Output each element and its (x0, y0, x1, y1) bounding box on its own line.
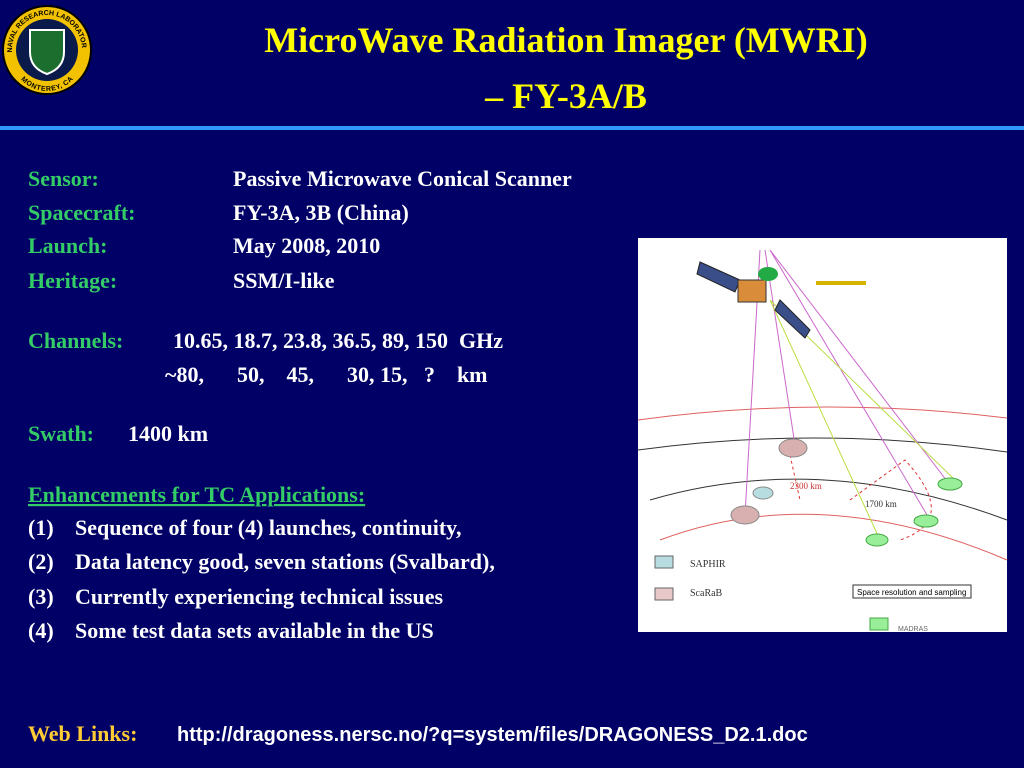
item-number: (1) (28, 515, 54, 540)
web-link[interactable]: http://dragoness.nersc.no/?q=system/file… (177, 724, 808, 746)
swath-label: Swath: (28, 421, 94, 446)
spec-value: Passive Microwave Conical Scanner (233, 166, 572, 191)
item-number: (4) (28, 618, 54, 643)
figure-distance: 2300 km (790, 481, 822, 491)
enhancements-heading: Enhancements for TC Applications: (28, 482, 365, 507)
spec-label: Sensor: (28, 166, 99, 191)
title: – FY-3A/B (484, 76, 647, 116)
title-rule (0, 126, 1024, 130)
item-number: (2) (28, 549, 54, 574)
item-text: Sequence of four (4) launches, continuit… (75, 515, 461, 540)
item-text: Currently experiencing technical issues (75, 584, 443, 609)
spec-value: May 2008, 2010 (233, 233, 380, 258)
figure-legend: MADRAS (898, 626, 928, 633)
figure-legend: ScaRaB (690, 588, 723, 599)
figure-caption: Space resolution and sampling (857, 588, 966, 597)
item-number: (3) (28, 584, 54, 609)
spec-value: FY-3A, 3B (China) (233, 200, 409, 225)
channels-frequencies: 10.65, 18.7, 23.8, 36.5, 89, 150 GHz (173, 328, 503, 353)
spec-label: Heritage: (28, 268, 117, 293)
spec-label: Spacecraft: (28, 200, 136, 225)
swath-value: 1400 km (128, 421, 208, 446)
figure (637, 238, 1008, 632)
web-links-label: Web Links: (28, 721, 137, 746)
figure-legend: SAPHIR (690, 559, 726, 570)
channels-label: Channels: (28, 328, 123, 353)
item-text: Some test data sets available in the US (75, 618, 434, 643)
figure-distance: 1700 km (865, 499, 897, 509)
channels-resolutions: ~80, 50, 45, 30, 15, ? km (165, 362, 488, 387)
spec-value: SSM/I-like (233, 268, 335, 293)
title: MicroWave Radiation Imager (MWRI) (264, 20, 868, 60)
item-text: Data latency good, seven stations (Svalb… (75, 549, 495, 574)
spec-label: Launch: (28, 233, 107, 258)
